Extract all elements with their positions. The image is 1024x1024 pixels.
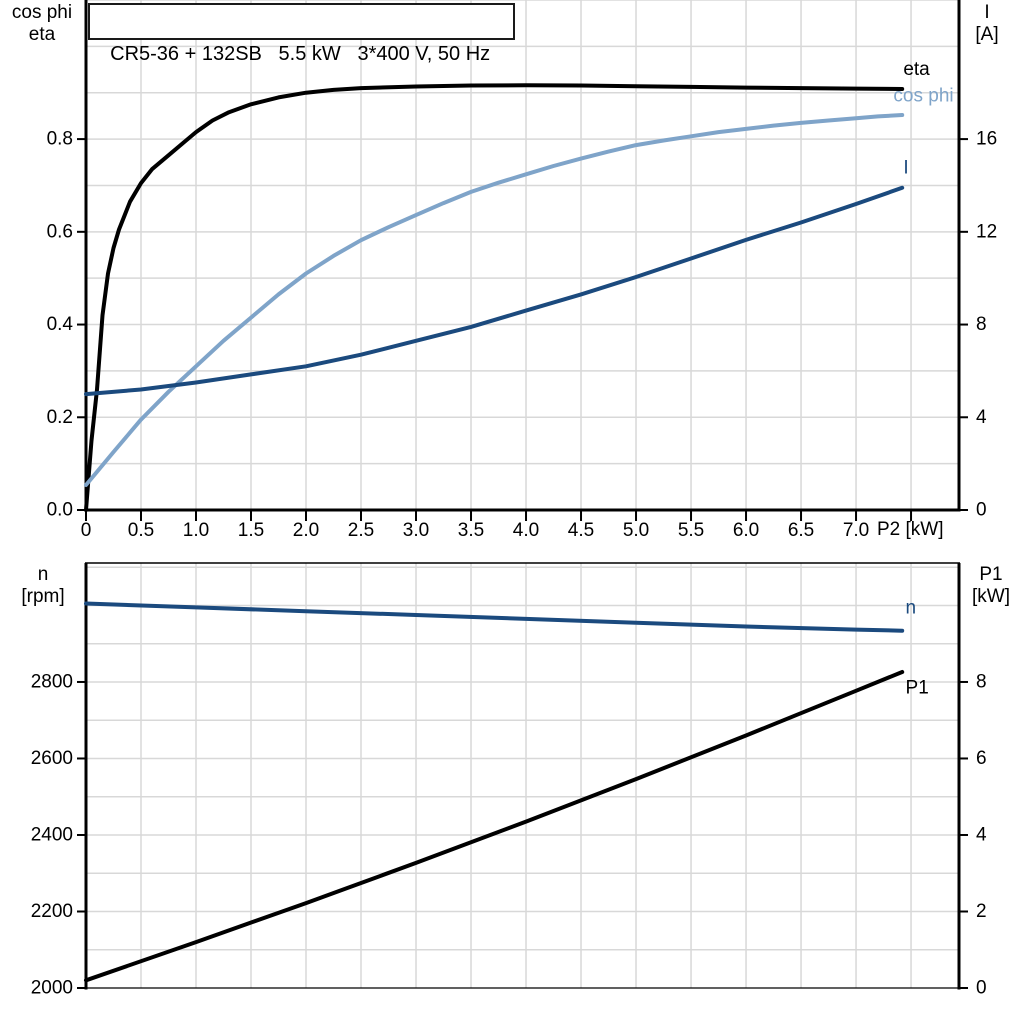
chart-title-box: CR5-36 + 132SB 5.5 kW 3*400 V, 50 Hz: [88, 3, 515, 65]
y-right-tick-label: 8: [976, 671, 987, 692]
y-right-tick-label: 0: [976, 500, 987, 521]
lower-left-axis-label: n [rpm]: [8, 564, 78, 608]
curve-label-I: I: [903, 158, 908, 179]
curve-P1: [84, 670, 905, 983]
y-left-tick-label: 0.0: [47, 500, 73, 521]
curve-label-n: n: [906, 598, 917, 619]
left-axis-label-cosphi: cos phi: [11, 2, 73, 23]
x-axis-label-p2: P2 [kW]: [877, 519, 944, 540]
x-tick-label: 3.5: [458, 520, 484, 541]
curve-label-cos-phi: cos phi: [893, 85, 953, 106]
x-tick-label: 6.0: [733, 520, 759, 541]
left-axis-label-eta: eta: [28, 24, 56, 45]
curve-I: [84, 185, 905, 397]
y-right-tick-label: 16: [976, 129, 997, 150]
right-axis-label-unit-amps: [A]: [975, 24, 999, 45]
right-axis-label-unit-kw: [kW]: [972, 586, 1010, 607]
x-tick-label: 2.5: [348, 520, 374, 541]
y-left-tick-label: 2400: [31, 824, 73, 845]
left-axis-label-unit-rpm: [rpm]: [21, 586, 65, 607]
y-left-tick-label: 0.4: [47, 314, 74, 335]
right-axis-label-p1: P1: [979, 564, 1003, 585]
right-axis-label-current: I: [984, 2, 990, 23]
chart-title: CR5-36 + 132SB 5.5 kW 3*400 V, 50 Hz: [110, 43, 491, 65]
y-left-tick-label: 0.2: [47, 407, 73, 428]
y-left-tick-label: 0.8: [47, 129, 73, 150]
x-tick-label: 4.5: [568, 520, 594, 541]
x-tick-label: 1.0: [183, 520, 209, 541]
y-left-tick-label: 0.6: [47, 221, 73, 242]
x-tick-label: 7.0: [843, 520, 869, 541]
x-tick-label: 5.5: [678, 520, 704, 541]
curve-label-eta: eta: [903, 59, 930, 80]
y-right-tick-label: 0: [976, 978, 987, 999]
x-tick-label: 6.5: [788, 520, 814, 541]
lower-right-axis-label: P1 [kW]: [963, 564, 1019, 608]
curve-label-P1: P1: [906, 678, 929, 699]
x-tick-label: 2.0: [293, 520, 319, 541]
y-left-tick-label: 2600: [31, 748, 73, 769]
upper-right-axis-label: I [A]: [960, 2, 1014, 46]
y-right-tick-label: 12: [976, 221, 997, 242]
x-tick-label: 3.0: [403, 520, 429, 541]
y-right-tick-label: 8: [976, 314, 987, 335]
curve-n: [84, 601, 905, 633]
y-left-tick-label: 2200: [31, 901, 73, 922]
y-right-tick-label: 2: [976, 901, 987, 922]
curve-eta: [84, 83, 905, 512]
x-tick-label: 5.0: [623, 520, 649, 541]
y-left-tick-label: 2000: [31, 978, 73, 999]
x-tick-label: 0.5: [128, 520, 154, 541]
y-right-tick-label: 4: [976, 407, 987, 428]
curve-cos-phi: [84, 113, 905, 487]
y-right-tick-label: 6: [976, 748, 987, 769]
upper-left-axis-label: cos phi eta: [6, 2, 78, 46]
y-right-tick-label: 4: [976, 824, 987, 845]
x-tick-label: 1.5: [238, 520, 264, 541]
y-left-tick-label: 2800: [31, 671, 73, 692]
x-tick-label: 4.0: [513, 520, 539, 541]
left-axis-label-n: n: [37, 564, 49, 585]
x-tick-label: 0: [81, 520, 92, 541]
